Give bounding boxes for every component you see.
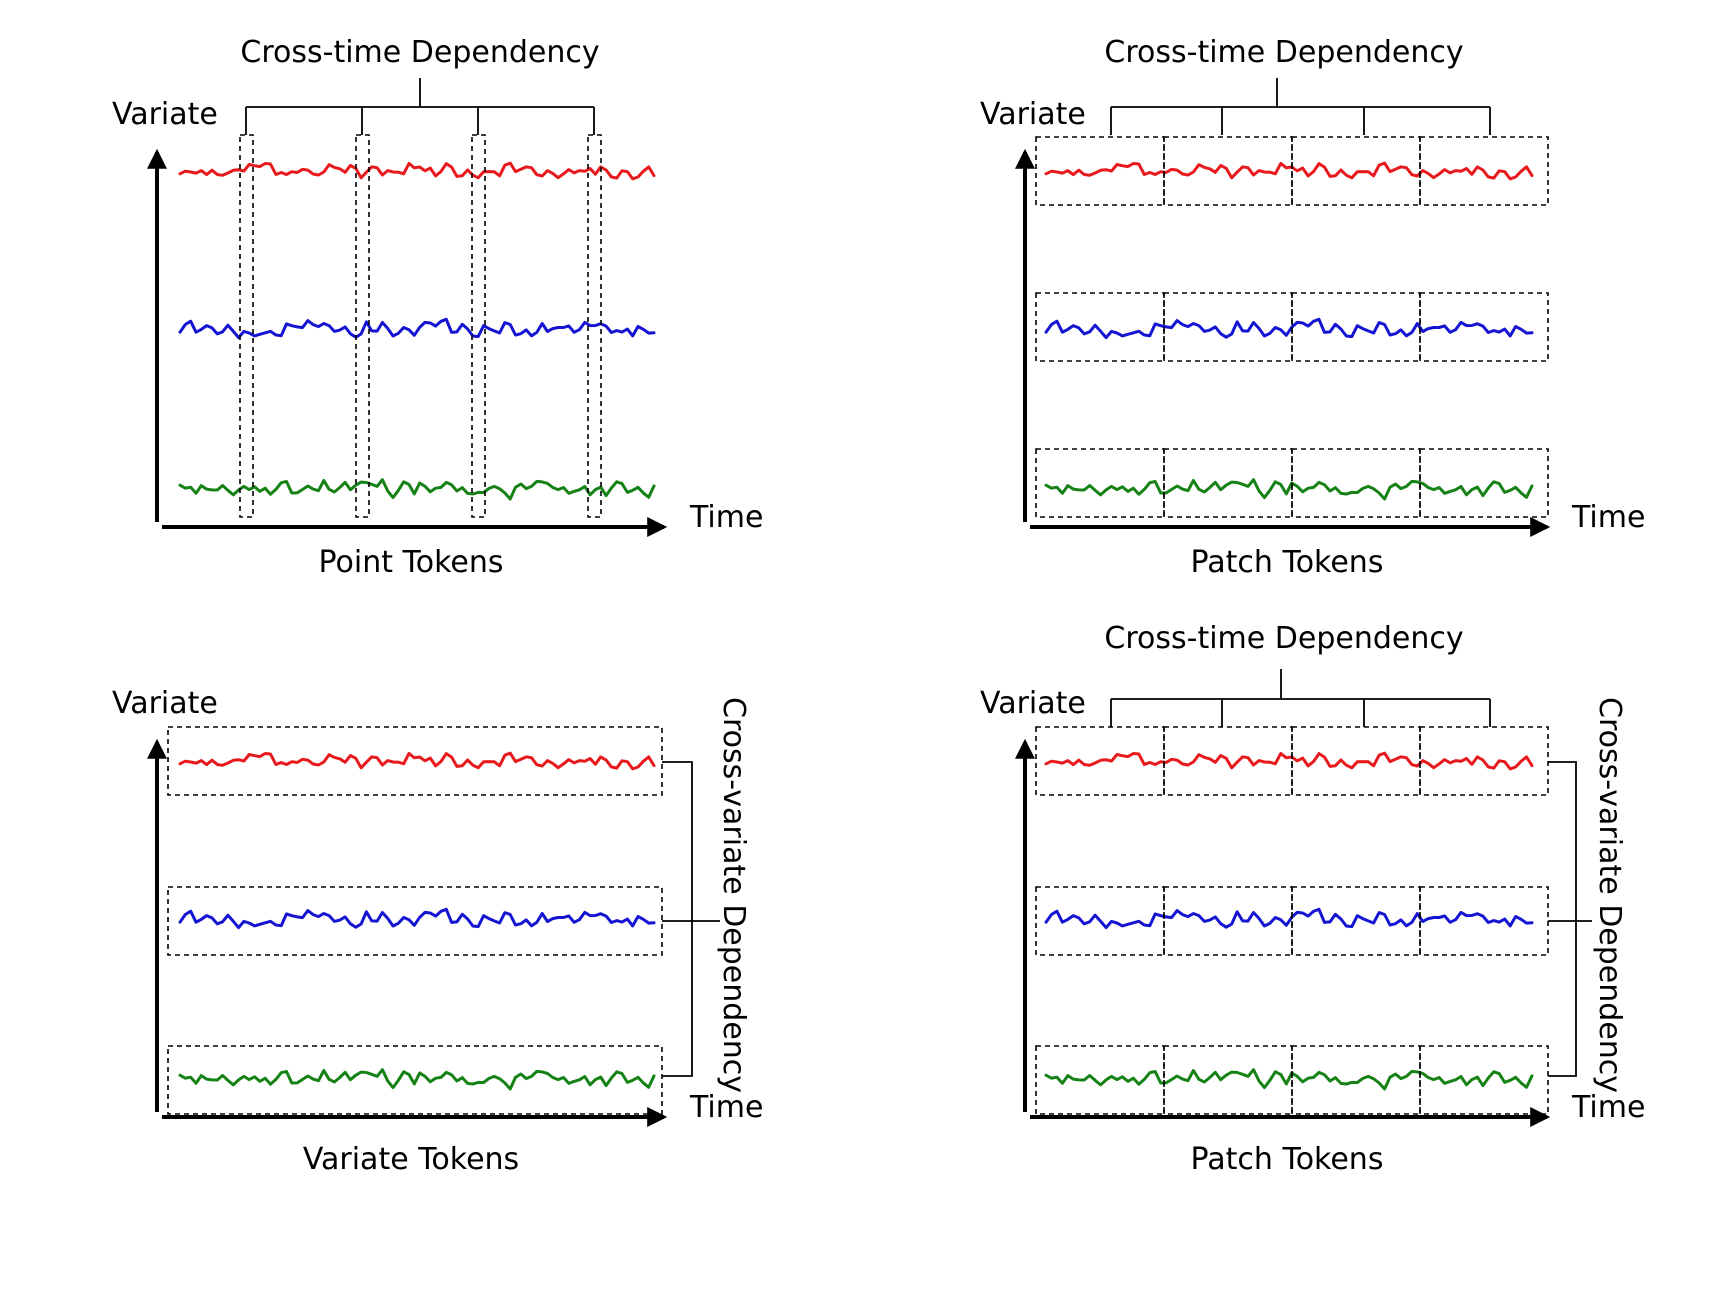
patch-token <box>1419 1045 1549 1115</box>
patch-token <box>1419 726 1549 796</box>
cross-time-dependency-label: Cross-time Dependency <box>1104 621 1463 656</box>
cross-time-bracket <box>1110 78 1491 135</box>
patch-token <box>1163 726 1293 796</box>
panel-patch-tokens-both: Cross-time Dependency Variate Time Patch… <box>980 621 1645 1177</box>
patch-token <box>1035 1045 1165 1115</box>
patch-token <box>1419 448 1549 518</box>
patch-token <box>1291 886 1421 956</box>
point-token-2 <box>355 134 370 518</box>
patch-token-grid <box>1035 136 1549 518</box>
series-blue <box>178 317 656 340</box>
patch-token <box>1291 448 1421 518</box>
patch-token <box>1035 292 1165 362</box>
variate-token-red <box>167 726 663 796</box>
series-red <box>178 161 656 181</box>
patch-token <box>1035 448 1165 518</box>
point-token-3 <box>471 134 486 518</box>
cross-variate-bracket <box>1548 761 1592 1077</box>
series-blue <box>1044 317 1534 340</box>
patch-token <box>1163 136 1293 206</box>
series-red <box>1044 751 1534 771</box>
panel-patch-tokens: Cross-time Dependency Variate Time Patch… <box>980 35 1645 580</box>
patch-tokens-caption: Patch Tokens <box>1191 1142 1384 1177</box>
cross-variate-dependency-label: Cross-variate Dependency <box>1592 697 1627 1093</box>
cross-time-bracket <box>1110 669 1491 727</box>
patch-token <box>1291 726 1421 796</box>
series-green <box>1044 1068 1534 1091</box>
patch-token <box>1291 292 1421 362</box>
variate-tokens-caption: Variate Tokens <box>303 1142 519 1177</box>
series-blue <box>1044 907 1534 930</box>
time-axis-label: Time <box>1571 1090 1645 1125</box>
patch-token <box>1419 136 1549 206</box>
series-green <box>178 478 656 501</box>
patch-token <box>1035 136 1165 206</box>
patch-token <box>1163 448 1293 518</box>
series-blue <box>178 907 656 930</box>
time-axis-label: Time <box>1571 500 1645 535</box>
patch-token <box>1291 1045 1421 1115</box>
cross-time-dependency-label: Cross-time Dependency <box>240 35 599 70</box>
variate-axis-label: Variate <box>980 97 1086 132</box>
cross-variate-dependency-label: Cross-variate Dependency <box>716 697 751 1093</box>
time-axis-label: Time <box>689 1090 763 1125</box>
series-green <box>178 1068 656 1091</box>
patch-token <box>1163 1045 1293 1115</box>
series-green <box>1044 478 1534 501</box>
panel-point-tokens: Cross-time Dependency Variate Time Point… <box>112 35 763 580</box>
cross-time-bracket <box>245 78 595 135</box>
panel-variate-tokens: Variate Time Variate Tokens Cross-variat… <box>112 686 763 1177</box>
patch-tokens-caption: Patch Tokens <box>1191 545 1384 580</box>
cross-variate-bracket <box>662 761 720 1077</box>
variate-token-blue <box>167 886 663 956</box>
time-axis-label: Time <box>689 500 763 535</box>
patch-token <box>1035 726 1165 796</box>
point-token-1 <box>239 134 254 518</box>
patch-token <box>1419 886 1549 956</box>
patch-token <box>1163 886 1293 956</box>
patch-token <box>1163 292 1293 362</box>
point-token-4 <box>587 134 602 518</box>
variate-axis-label: Variate <box>980 686 1086 721</box>
series-red <box>178 751 656 771</box>
variate-axis-label: Variate <box>112 686 218 721</box>
patch-token <box>1419 292 1549 362</box>
cross-time-dependency-label: Cross-time Dependency <box>1104 35 1463 70</box>
patch-token <box>1035 886 1165 956</box>
series-red <box>1044 161 1534 181</box>
point-tokens-caption: Point Tokens <box>318 545 503 580</box>
variate-token-green <box>167 1045 663 1115</box>
variate-axis-label: Variate <box>112 97 218 132</box>
patch-token <box>1291 136 1421 206</box>
